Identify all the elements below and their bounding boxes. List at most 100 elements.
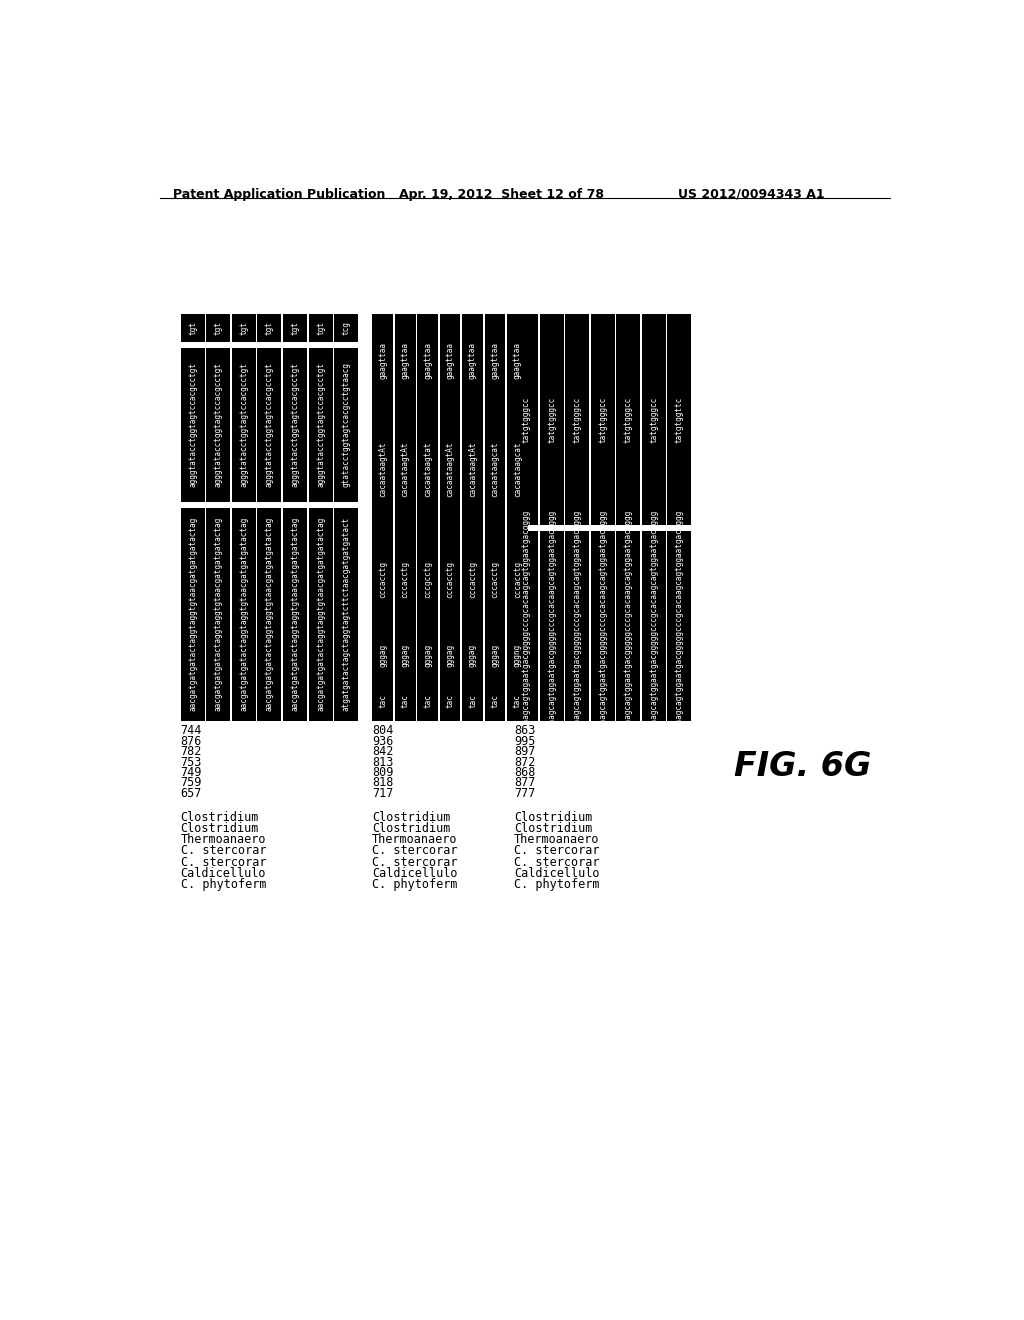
Text: 782: 782 (180, 744, 202, 758)
Text: C. stercorar: C. stercorar (372, 855, 458, 869)
Text: C. phytoferm: C. phytoferm (372, 878, 458, 891)
Text: 872: 872 (514, 755, 536, 768)
Bar (616, 531, 640, 721)
Text: Thermoanaero: Thermoanaero (514, 833, 599, 846)
Bar (540, 314, 563, 525)
Text: gggag: gggag (378, 643, 387, 667)
Bar (462, 401, 483, 537)
Text: tac: tac (468, 694, 477, 709)
Bar (372, 314, 393, 407)
Text: 809: 809 (372, 766, 393, 779)
Text: tgt: tgt (316, 321, 325, 335)
Bar (180, 508, 205, 721)
Bar (439, 531, 461, 628)
Text: cccacctg: cccacctg (378, 561, 387, 598)
Bar (257, 314, 282, 342)
Bar (514, 531, 538, 721)
Bar (394, 314, 416, 407)
Text: C. stercorar: C. stercorar (372, 845, 458, 858)
Text: 936: 936 (372, 735, 393, 747)
Bar (308, 508, 333, 721)
Text: 813: 813 (372, 755, 393, 768)
Bar (507, 401, 528, 537)
Bar (484, 314, 506, 407)
Bar (507, 622, 528, 688)
Bar (394, 622, 416, 688)
Text: agggtatacctggtagtccacgcctgt: agggtatacctggtagtccacgcctgt (316, 363, 325, 487)
Text: 777: 777 (514, 787, 536, 800)
Bar (372, 682, 393, 721)
Text: C. stercorar: C. stercorar (180, 845, 266, 858)
Bar (417, 622, 438, 688)
Bar (462, 622, 483, 688)
Text: gggag: gggag (468, 643, 477, 667)
Text: C. phytoferm: C. phytoferm (514, 878, 599, 891)
Text: tatgtgggcc: tatgtgggcc (572, 396, 582, 442)
Bar (417, 314, 438, 407)
Text: cacaataagtAt: cacaataagtAt (400, 441, 410, 496)
Text: gaagttaa: gaagttaa (445, 342, 455, 379)
Bar (417, 531, 438, 628)
Bar (257, 348, 282, 502)
Bar (507, 531, 528, 628)
Text: tac: tac (378, 694, 387, 709)
Bar (591, 531, 614, 721)
Text: cccacctg: cccacctg (445, 561, 455, 598)
Text: tgt: tgt (291, 321, 299, 335)
Bar (334, 348, 358, 502)
Text: 759: 759 (180, 776, 202, 789)
Bar (507, 314, 528, 407)
Text: Caldicellulo: Caldicellulo (514, 867, 599, 880)
Text: tatgtgggcc: tatgtgggcc (521, 396, 530, 442)
Bar (180, 348, 205, 502)
Text: aacgatgatgatactaggtaggtgtaacgatgatgatactag: aacgatgatgatactaggtaggtgtaacgatgatgatact… (291, 517, 299, 711)
Text: gcacaagcagtggaatgacgggggcccgcacaagcagtggaatgacgggg: gcacaagcagtggaatgacgggggcccgcacaagcagtgg… (598, 510, 607, 742)
Text: 897: 897 (514, 744, 536, 758)
Text: 876: 876 (180, 735, 202, 747)
Text: Clostridium: Clostridium (180, 822, 259, 836)
Bar (439, 622, 461, 688)
Text: 863: 863 (514, 725, 536, 738)
Text: cccacctg: cccacctg (400, 561, 410, 598)
Text: 749: 749 (180, 766, 202, 779)
Text: 877: 877 (514, 776, 536, 789)
Bar (462, 314, 483, 407)
Bar (565, 314, 589, 525)
Text: Caldicellulo: Caldicellulo (372, 867, 458, 880)
Text: cacaataagtAt: cacaataagtAt (468, 441, 477, 496)
Text: US 2012/0094343 A1: US 2012/0094343 A1 (678, 187, 825, 201)
Text: Thermoanaero: Thermoanaero (372, 833, 458, 846)
Bar (417, 682, 438, 721)
Text: aacgatgatgatactaggtaggtgtaacgatgatgatactag: aacgatgatgatactaggtaggtgtaacgatgatgatact… (240, 517, 249, 711)
Bar (616, 314, 640, 525)
Bar (394, 401, 416, 537)
Text: gaagttaa: gaagttaa (468, 342, 477, 379)
Text: gaagttaa: gaagttaa (513, 342, 522, 379)
Text: cacaataagcat: cacaataagcat (490, 441, 500, 496)
Text: tgt: tgt (265, 321, 274, 335)
Text: FIG. 6G: FIG. 6G (733, 750, 871, 783)
Text: gggag: gggag (445, 643, 455, 667)
Text: Clostridium: Clostridium (372, 822, 451, 836)
Text: gggag: gggag (423, 643, 432, 667)
Text: atgatgatactagctaggtagtcttctaacgatgatgatact: atgatgatactagctaggtagtcttctaacgatgatgata… (342, 517, 350, 711)
Bar (439, 682, 461, 721)
Bar (206, 314, 230, 342)
Bar (439, 314, 461, 407)
Text: tatgtgggcc: tatgtgggcc (624, 396, 633, 442)
Text: tatgtgggcc: tatgtgggcc (598, 396, 607, 442)
Text: 717: 717 (372, 787, 393, 800)
Text: Caldicellulo: Caldicellulo (180, 867, 266, 880)
Text: tatgtgggcc: tatgtgggcc (649, 396, 658, 442)
Text: cacaataagtat: cacaataagtat (423, 441, 432, 496)
Text: C. stercorar: C. stercorar (514, 855, 599, 869)
Bar (462, 531, 483, 628)
Bar (394, 531, 416, 628)
Bar (417, 401, 438, 537)
Bar (394, 682, 416, 721)
Bar (591, 314, 614, 525)
Text: gggag: gggag (490, 643, 500, 667)
Text: cccacctg: cccacctg (513, 561, 522, 598)
Text: tac: tac (423, 694, 432, 709)
Bar (565, 531, 589, 721)
